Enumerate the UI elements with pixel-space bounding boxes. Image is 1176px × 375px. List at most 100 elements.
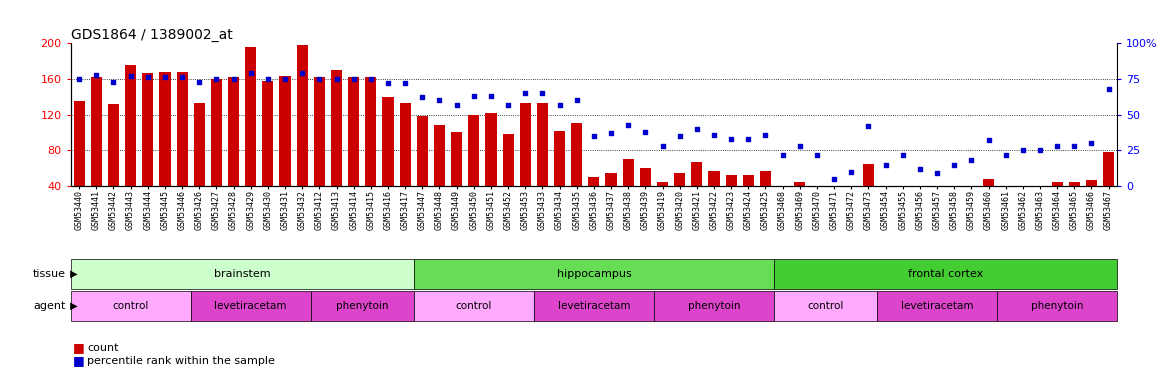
Bar xyxy=(743,175,754,186)
Point xyxy=(670,133,689,139)
Bar xyxy=(142,73,153,186)
Bar xyxy=(414,258,774,289)
Text: levetiracetam: levetiracetam xyxy=(557,301,630,311)
Bar xyxy=(520,103,530,186)
Point xyxy=(602,130,621,136)
Bar xyxy=(708,171,720,186)
Point xyxy=(155,74,174,80)
Point xyxy=(876,162,895,168)
Text: ▶: ▶ xyxy=(67,301,78,311)
Bar xyxy=(965,186,977,196)
Point xyxy=(499,102,517,108)
Point xyxy=(259,76,278,82)
Bar xyxy=(228,77,239,186)
Point xyxy=(910,166,929,172)
Bar xyxy=(382,97,394,186)
Bar xyxy=(536,103,548,186)
Point xyxy=(293,70,312,76)
Bar xyxy=(846,186,857,206)
Text: hippocampus: hippocampus xyxy=(556,268,632,279)
Point xyxy=(1100,86,1118,92)
Bar xyxy=(330,70,342,186)
Point xyxy=(465,93,483,99)
Bar xyxy=(691,162,702,186)
Bar xyxy=(452,132,462,186)
Point xyxy=(103,79,122,85)
Text: ▶: ▶ xyxy=(67,268,78,279)
Point xyxy=(653,143,671,149)
Bar xyxy=(1085,180,1097,186)
Bar xyxy=(863,164,874,186)
Point xyxy=(739,136,757,142)
Point xyxy=(996,152,1015,157)
Bar xyxy=(71,291,191,321)
Bar xyxy=(245,47,256,186)
Point xyxy=(1030,147,1049,153)
Point xyxy=(207,76,226,82)
Point xyxy=(447,102,466,108)
Point xyxy=(413,94,432,100)
Bar xyxy=(897,186,908,190)
Bar xyxy=(71,258,414,289)
Bar xyxy=(880,186,891,198)
Point xyxy=(688,126,707,132)
Point xyxy=(824,176,843,182)
Text: phenytoin: phenytoin xyxy=(336,301,388,311)
Point xyxy=(550,102,569,108)
Point xyxy=(379,80,397,86)
Bar xyxy=(554,130,566,186)
Bar xyxy=(657,182,668,186)
Point xyxy=(1048,143,1067,149)
Bar xyxy=(296,45,308,186)
Bar xyxy=(348,77,359,186)
Point xyxy=(1065,143,1084,149)
Bar xyxy=(400,103,410,186)
Bar xyxy=(760,171,771,186)
Point xyxy=(361,76,380,82)
Point xyxy=(87,72,106,78)
Point xyxy=(327,76,346,82)
Bar xyxy=(811,186,822,188)
Point xyxy=(756,132,775,138)
Bar xyxy=(983,179,994,186)
Bar xyxy=(674,172,686,186)
Bar xyxy=(877,291,997,321)
Point xyxy=(808,152,827,157)
Bar xyxy=(622,159,634,186)
Bar xyxy=(777,186,788,188)
Text: count: count xyxy=(87,343,119,353)
Point xyxy=(980,137,998,143)
Bar xyxy=(774,291,877,321)
Point xyxy=(345,76,363,82)
Point xyxy=(636,129,655,135)
Bar xyxy=(194,103,205,186)
Bar xyxy=(502,134,514,186)
Point xyxy=(139,74,158,80)
Text: phenytoin: phenytoin xyxy=(688,301,740,311)
Point xyxy=(790,143,809,149)
Point xyxy=(584,133,603,139)
Bar xyxy=(414,291,534,321)
Bar xyxy=(931,186,943,207)
Bar xyxy=(606,172,616,186)
Point xyxy=(858,123,877,129)
Bar xyxy=(125,66,136,186)
Bar xyxy=(1069,182,1080,186)
Text: phenytoin: phenytoin xyxy=(1031,301,1083,311)
Bar xyxy=(829,186,840,211)
Point xyxy=(189,79,208,85)
Bar xyxy=(310,291,414,321)
Bar xyxy=(1103,152,1114,186)
Point xyxy=(773,152,791,157)
Bar xyxy=(160,72,171,186)
Point xyxy=(173,74,192,80)
Bar xyxy=(949,186,960,200)
Point xyxy=(69,76,88,82)
Text: control: control xyxy=(808,301,843,311)
Bar xyxy=(91,77,102,186)
Point xyxy=(516,90,535,96)
Bar xyxy=(774,258,1117,289)
Bar xyxy=(262,81,274,186)
Bar xyxy=(314,77,325,186)
Point xyxy=(928,170,947,176)
